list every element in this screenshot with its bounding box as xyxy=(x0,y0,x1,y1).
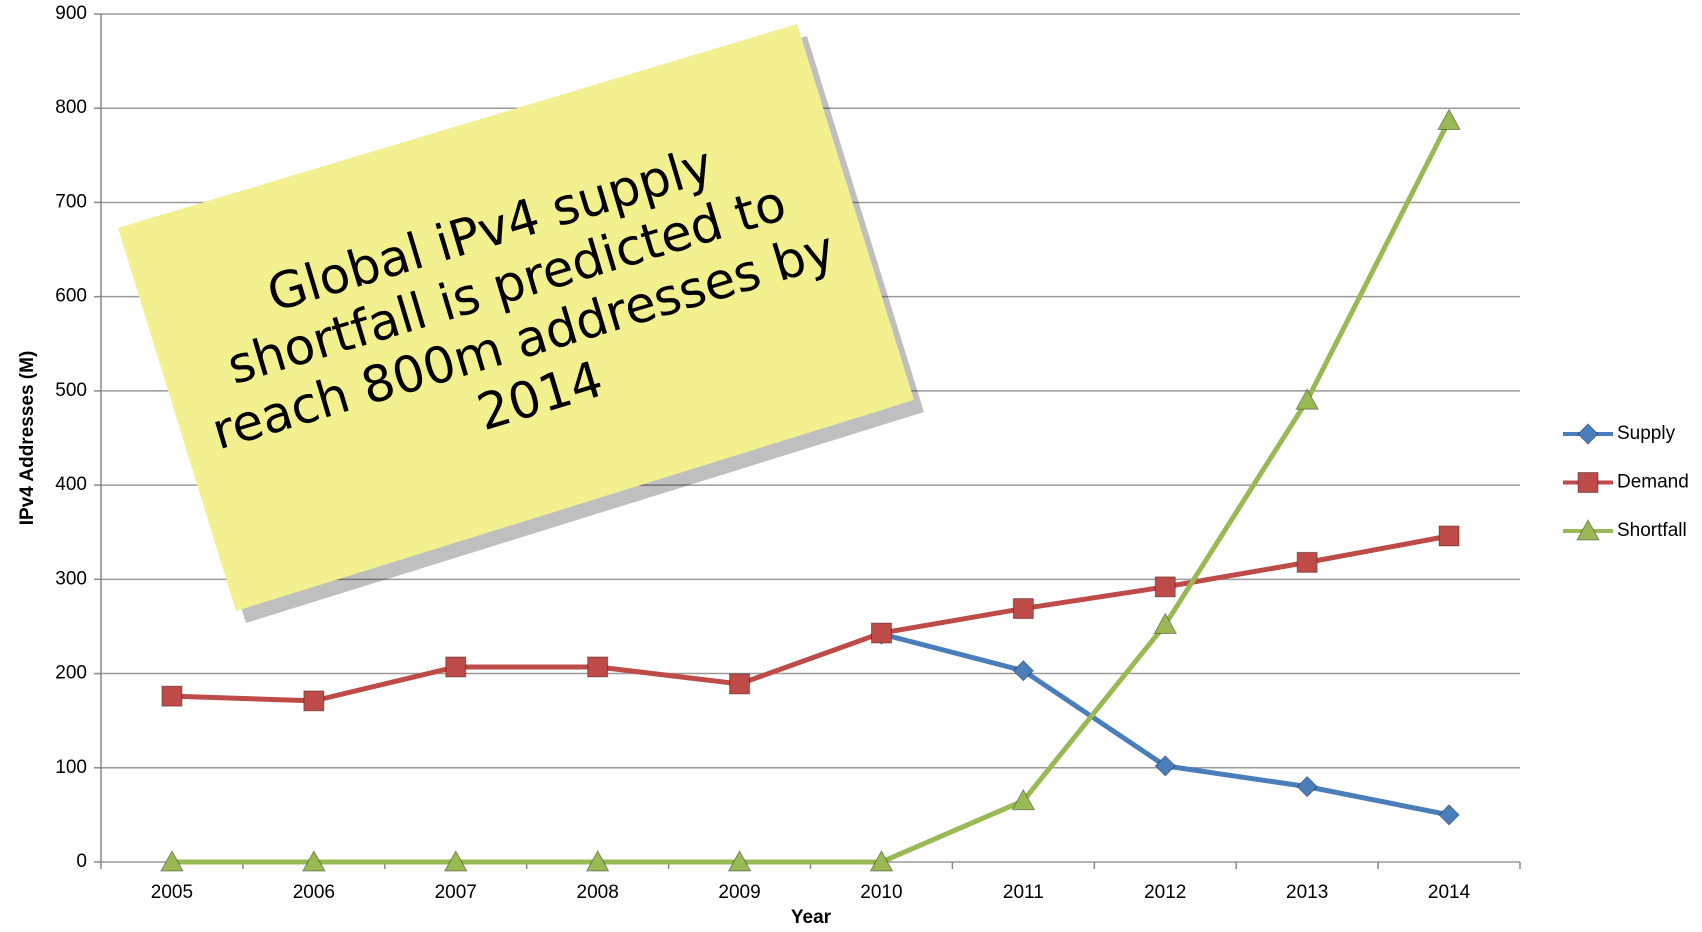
marker xyxy=(587,656,609,678)
x-tick-label: 2009 xyxy=(718,882,760,903)
marker xyxy=(1576,518,1600,541)
y-tick-label: 0 xyxy=(76,851,87,872)
x-tick-label: 2010 xyxy=(860,882,902,903)
marker xyxy=(729,673,751,695)
legend-label: Supply xyxy=(1617,423,1676,444)
marker xyxy=(1296,551,1318,573)
marker xyxy=(1577,472,1599,493)
marker xyxy=(727,849,752,872)
marker xyxy=(1296,775,1318,798)
marker xyxy=(1437,108,1461,130)
marker xyxy=(870,622,892,644)
y-axis-label: IPv4 Addresses (M) xyxy=(17,351,38,526)
marker xyxy=(160,849,184,872)
marker xyxy=(1438,525,1460,547)
x-tick-label: 2006 xyxy=(293,882,335,903)
legend-label: Shortfall xyxy=(1617,520,1687,541)
legend-label: Demand xyxy=(1617,472,1689,493)
x-tick-label: 2012 xyxy=(1144,882,1186,903)
marker xyxy=(1438,804,1460,826)
y-tick-label: 500 xyxy=(55,380,87,401)
x-tick-label: 2007 xyxy=(435,882,477,903)
y-tick-label: 900 xyxy=(55,3,87,24)
marker xyxy=(443,849,468,872)
y-tick-label: 800 xyxy=(55,97,87,118)
y-tick-label: 600 xyxy=(55,286,87,307)
marker xyxy=(303,690,325,712)
x-tick-label: 2014 xyxy=(1428,882,1471,903)
series-line xyxy=(171,533,1450,704)
marker xyxy=(1154,576,1176,598)
x-tick-label: 2008 xyxy=(577,882,619,903)
marker xyxy=(585,849,610,872)
x-tick-label: 2005 xyxy=(151,882,193,903)
marker xyxy=(869,849,894,872)
series-line xyxy=(171,119,1452,865)
y-tick-label: 100 xyxy=(55,757,87,778)
x-tick-label: 2011 xyxy=(1003,882,1044,903)
y-tick-label: 400 xyxy=(55,474,87,495)
note-paper xyxy=(118,24,914,611)
marker xyxy=(1012,660,1035,682)
series-line xyxy=(880,631,1450,818)
marker xyxy=(1577,423,1599,445)
marker xyxy=(1154,755,1176,777)
marker xyxy=(1011,788,1036,811)
x-axis-label: Year xyxy=(791,907,832,928)
x-tick-label: 2013 xyxy=(1286,882,1328,903)
y-tick-label: 200 xyxy=(55,663,87,684)
y-tick-label: 300 xyxy=(55,568,87,589)
y-tick-label: 700 xyxy=(55,191,87,212)
marker xyxy=(1012,598,1034,620)
marker xyxy=(161,685,183,707)
marker xyxy=(302,849,326,872)
marker xyxy=(1295,388,1319,410)
marker xyxy=(445,656,467,678)
marker xyxy=(1153,612,1178,635)
